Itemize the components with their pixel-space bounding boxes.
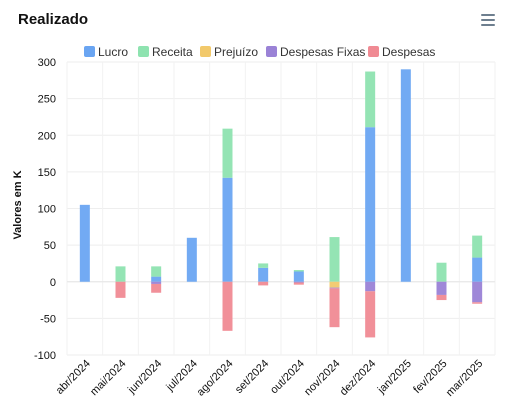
bar-receita [151, 266, 162, 277]
bar-receita [222, 128, 233, 178]
x-tick-label: ago/2024 [195, 358, 236, 399]
bar-receita [365, 71, 376, 128]
x-tick-label: out/2024 [268, 358, 307, 397]
bar-lucro [79, 204, 90, 282]
hamburger-menu-icon[interactable] [480, 13, 496, 27]
y-tick-label: 150 [38, 167, 56, 179]
bar-despesas-fixas [365, 281, 376, 292]
y-tick-label: 50 [44, 240, 56, 252]
x-tick-label: dez/2024 [338, 358, 378, 398]
legend-label: Despesas Fixas [280, 45, 366, 59]
x-tick-label: abr/2024 [54, 358, 93, 397]
x-tick-label: jun/2024 [125, 358, 164, 397]
bar-receita [436, 262, 447, 282]
bar-receita [472, 235, 483, 258]
bar-receita [329, 237, 340, 282]
bar-despesas [365, 291, 376, 338]
bar-despesas [472, 302, 483, 304]
chart-title: Realizado [18, 11, 89, 28]
x-tick-label: set/2024 [233, 358, 271, 396]
legend-swatch [138, 46, 149, 57]
bar-lucro [258, 267, 269, 282]
bar-despesas [115, 281, 126, 298]
y-tick-label: 200 [38, 130, 56, 142]
bar-despesas [151, 283, 162, 293]
legend-swatch [84, 46, 95, 57]
x-tick-label: jul/2024 [164, 358, 200, 394]
y-tick-label: -100 [34, 350, 56, 362]
bar-despesas-fixas [293, 281, 304, 283]
x-tick-label: mar/2025 [444, 358, 485, 399]
bar-despesas [258, 281, 269, 286]
bar-despesas-fixas [151, 281, 162, 284]
bar-despesas [436, 294, 447, 301]
bar-lucro [472, 257, 483, 282]
legend-swatch [200, 46, 211, 57]
bar-receita [115, 266, 126, 282]
bar-despesas [222, 281, 233, 331]
bar-lucro [293, 271, 304, 282]
bar-lucro [151, 276, 162, 282]
bar-lucro [400, 69, 411, 282]
bar-lucro [365, 127, 376, 282]
bar-receita [258, 263, 269, 268]
bar-despesas-fixas [472, 281, 483, 303]
bar-despesas [329, 288, 340, 328]
legend-swatch [368, 46, 379, 57]
x-tick-label: nov/2024 [302, 358, 342, 398]
bar-despesas [293, 282, 304, 285]
y-tick-label: 0 [50, 277, 56, 289]
bar-despesas-fixas [329, 287, 340, 289]
bar-prejuizo [329, 281, 340, 288]
y-tick-label: 100 [38, 204, 56, 216]
x-tick-label: jan/2025 [375, 358, 414, 397]
legend-label: Prejuízo [214, 45, 259, 59]
legend-label: Lucro [98, 45, 129, 59]
legend-label: Receita [152, 45, 193, 59]
x-tick-label: mai/2024 [88, 358, 128, 398]
legend-label: Despesas [382, 45, 436, 59]
bar-despesas-fixas [436, 281, 447, 295]
legend-swatch [266, 46, 277, 57]
bar-receita [293, 270, 304, 272]
bar-lucro [222, 177, 233, 282]
y-tick-label: 300 [38, 57, 56, 69]
bar-lucro [186, 237, 197, 282]
y-tick-label: 250 [38, 94, 56, 106]
y-tick-label: -50 [40, 313, 56, 325]
